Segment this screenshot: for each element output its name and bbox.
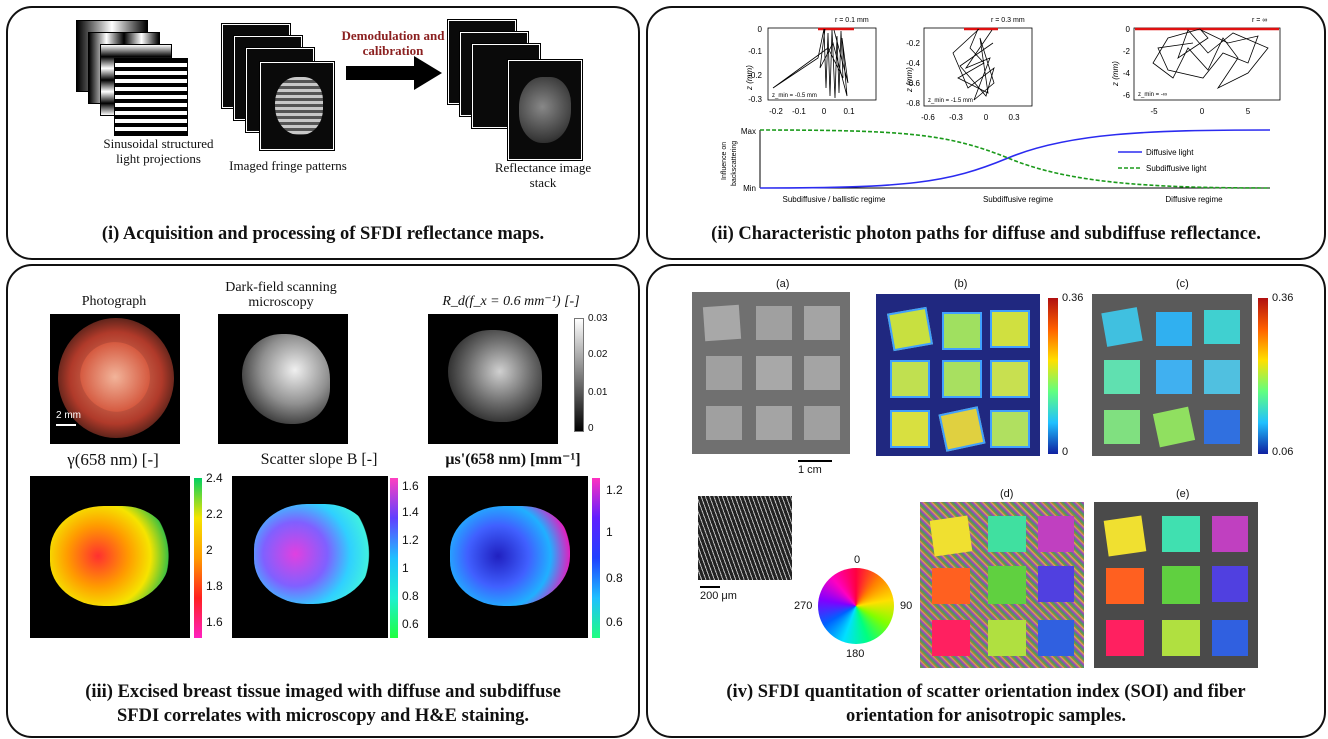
panel-soi: (a) 1 cm 200 μm (b) 0.36 0 (c) bbox=[646, 264, 1326, 738]
svg-text:z_min = -1.5 mm: z_min = -1.5 mm bbox=[928, 98, 973, 104]
photon-plot-3: z (mm) 0 -2 -4 -6 -5 0 5 r = ∞ z_min = -… bbox=[1111, 17, 1281, 116]
svg-text:0: 0 bbox=[822, 107, 827, 116]
svg-text:0.1: 0.1 bbox=[843, 107, 855, 116]
svg-text:Subdiffusive regime: Subdiffusive regime bbox=[983, 195, 1054, 204]
soi-colorbar-c bbox=[1258, 298, 1268, 454]
rd-image bbox=[428, 314, 558, 444]
svg-text:z_min = -0.5 mm: z_min = -0.5 mm bbox=[772, 93, 817, 99]
slope-title: Scatter slope B [-] bbox=[260, 451, 378, 468]
svg-text:0: 0 bbox=[1200, 107, 1205, 116]
grayscale-samples-image bbox=[692, 292, 850, 454]
panel-photon-paths: z (mm) 0 -0.1 -0.2 -0.3 -0.2 -0.1 0 0.1 … bbox=[646, 6, 1326, 260]
demodulation-label: Demodulation and calibration bbox=[341, 28, 445, 58]
fringe-label: Imaged fringe patterns bbox=[229, 158, 347, 173]
rd-colorbar bbox=[574, 318, 584, 432]
svg-text:-6: -6 bbox=[1123, 91, 1131, 100]
svg-text:-0.1: -0.1 bbox=[748, 47, 762, 56]
slope-map bbox=[232, 476, 388, 638]
mus-colorbar bbox=[592, 478, 600, 638]
panel4-caption: (iv) SFDI quantitation of scatter orient… bbox=[726, 682, 1246, 726]
gamma-map bbox=[30, 476, 190, 638]
svg-text:-5: -5 bbox=[1150, 107, 1158, 116]
svg-text:-0.2: -0.2 bbox=[748, 71, 762, 80]
slope-colorbar bbox=[390, 478, 398, 638]
sinusoidal-label: Sinusoidal structured light projections bbox=[103, 136, 214, 166]
orientation-map-e bbox=[1094, 502, 1258, 668]
process-arrow-icon bbox=[346, 56, 442, 90]
svg-text:Min: Min bbox=[743, 184, 756, 193]
rd-title: R_d(f_x = 0.6 mm⁻¹) [-] bbox=[442, 294, 580, 309]
svg-text:-0.6: -0.6 bbox=[906, 79, 920, 88]
svg-text:-0.8: -0.8 bbox=[906, 99, 920, 108]
photograph-title: Photograph bbox=[81, 294, 147, 309]
orientation-map-d bbox=[920, 502, 1084, 668]
svg-text:-0.3: -0.3 bbox=[748, 95, 762, 104]
panel-breast-tissue: Photograph 2 mm Dark-field scanning micro… bbox=[6, 264, 640, 738]
svg-text:-4: -4 bbox=[1123, 69, 1131, 78]
soi-map-c bbox=[1092, 294, 1252, 456]
svg-text:-0.3: -0.3 bbox=[949, 113, 963, 122]
svg-text:r = 0.3 mm: r = 0.3 mm bbox=[991, 17, 1025, 24]
photon-plot-2: z (mm) -0.2 -0.4 -0.6 -0.8 -0.6 -0.3 0 0… bbox=[905, 17, 1033, 122]
svg-text:-0.2: -0.2 bbox=[769, 107, 783, 116]
scalebar-label: 2 mm bbox=[56, 410, 81, 421]
panel-acquisition: Sinusoidal structured light projections … bbox=[6, 6, 640, 260]
svg-text:Influence on: Influence on bbox=[721, 142, 728, 180]
panel2-caption: (ii) Characteristic photon paths for dif… bbox=[711, 224, 1261, 244]
svg-text:0: 0 bbox=[984, 113, 989, 122]
svg-text:r = 0.1 mm: r = 0.1 mm bbox=[835, 17, 869, 24]
svg-text:-2: -2 bbox=[1123, 47, 1131, 56]
soi-colorbar-b bbox=[1048, 298, 1058, 454]
svg-text:-0.1: -0.1 bbox=[792, 107, 806, 116]
darkfield-title: Dark-field scanning microscopy bbox=[225, 280, 337, 310]
svg-text:-0.6: -0.6 bbox=[921, 113, 935, 122]
svg-text:Diffusive light: Diffusive light bbox=[1146, 148, 1194, 157]
svg-text:0.3: 0.3 bbox=[1008, 113, 1020, 122]
photon-paths-figure: z (mm) 0 -0.1 -0.2 -0.3 -0.2 -0.1 0 0.1 … bbox=[721, 17, 1281, 204]
gamma-colorbar bbox=[194, 478, 202, 638]
plot3-zlabel: z (mm) bbox=[1111, 61, 1120, 87]
photon-plot-1: z (mm) 0 -0.1 -0.2 -0.3 -0.2 -0.1 0 0.1 … bbox=[745, 17, 877, 116]
influence-plot: Max Min Influence on backscattering Diff… bbox=[721, 127, 1271, 204]
panel3-caption: (iii) Excised breast tissue imaged with … bbox=[85, 682, 561, 726]
svg-text:0: 0 bbox=[758, 25, 763, 34]
soi-map-b bbox=[876, 294, 1040, 456]
svg-text:r = ∞: r = ∞ bbox=[1252, 17, 1267, 24]
reflectance-image-stack bbox=[447, 19, 583, 161]
orientation-color-wheel bbox=[818, 568, 894, 644]
mus-map bbox=[428, 476, 588, 638]
svg-text:Subdiffusive / ballistic regim: Subdiffusive / ballistic regime bbox=[782, 195, 886, 204]
fringe-image-stack bbox=[221, 23, 342, 156]
svg-text:0: 0 bbox=[1126, 25, 1131, 34]
reflectance-label: Reflectance image stack bbox=[494, 160, 592, 190]
svg-text:-0.4: -0.4 bbox=[906, 59, 920, 68]
svg-text:5: 5 bbox=[1246, 107, 1251, 116]
darkfield-image bbox=[218, 314, 348, 444]
panel1-caption: (i) Acquisition and processing of SFDI r… bbox=[101, 224, 545, 244]
svg-text:Subdiffusive light: Subdiffusive light bbox=[1146, 164, 1207, 173]
svg-text:Diffusive regime: Diffusive regime bbox=[1165, 195, 1223, 204]
fiber-microscopy-image bbox=[698, 496, 792, 580]
sinusoidal-pattern-stack bbox=[76, 20, 188, 136]
tissue-photograph: 2 mm bbox=[50, 314, 180, 444]
gamma-title: γ(658 nm) [-] bbox=[67, 450, 159, 469]
svg-text:backscattering: backscattering bbox=[731, 141, 738, 186]
svg-text:z_min = -∞: z_min = -∞ bbox=[1138, 92, 1167, 98]
plot2-zlabel: z (mm) bbox=[905, 67, 914, 93]
plot1-zlabel: z (mm) bbox=[745, 65, 754, 91]
svg-text:-0.2: -0.2 bbox=[906, 39, 920, 48]
mus-title: μs'(658 nm) [mm⁻¹] bbox=[445, 451, 581, 468]
svg-text:Max: Max bbox=[741, 127, 756, 136]
